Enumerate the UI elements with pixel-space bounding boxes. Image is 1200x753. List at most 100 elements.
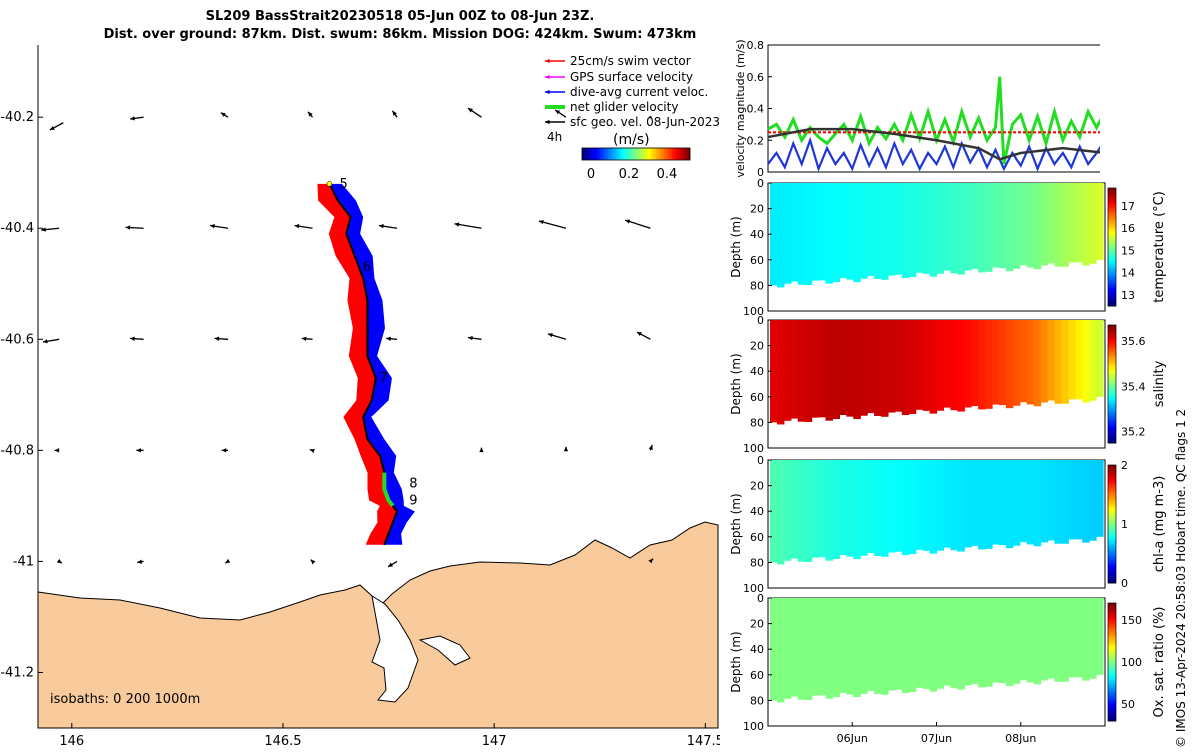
section-colorbar-frame [1107,187,1117,307]
section-data-cell [783,320,792,421]
figure-title-line1: SL209 BassStrait20230518 05-Jun 00Z to 0… [205,9,595,24]
section-colorbar-cell [1108,384,1116,388]
map-colorbar-tick-label: 0.2 [619,167,640,182]
map-colorbar-cell [584,148,587,160]
current-vector-head [386,336,391,341]
section-colorbar-cell [1108,532,1116,537]
section-colorbar-frame [1107,602,1117,722]
map-colorbar-cell [666,148,669,160]
section-colorbar-tick-label: 35.4 [1121,380,1146,393]
map-colorbar-tick-label: 0.4 [657,167,678,182]
section-data-cell [832,183,840,283]
section-data-cell [894,460,903,552]
section-data-cell [797,598,806,700]
net-velocity-segment [382,472,395,508]
section-data-cell [971,598,979,685]
section-colorbar-cell [1108,220,1116,224]
section-colorbar-cell [1108,629,1116,633]
section-colorbar-cell [1108,354,1116,358]
section-data-cell [867,598,875,692]
section-colorbar-cell [1108,193,1116,198]
section-colorbar-cell [1108,538,1116,543]
section-data-cell [1012,183,1021,269]
section-colorbar-cell [1108,667,1116,672]
section-y-tick-label: 80 [750,279,764,292]
section-colorbar-cell [1108,386,1116,391]
section-data-cell [964,183,972,271]
velocity-series-line [767,136,1100,173]
section-colorbar-cell [1108,688,1116,692]
section-y-tick-label: 40 [750,643,764,656]
section-data-cell [797,460,806,562]
current-vector-head [42,339,48,344]
section-colorbar-cell [1108,614,1116,619]
section-data-cell [957,598,965,690]
velocity-series-line [767,76,1100,165]
section-y-tick-label: 20 [750,340,764,353]
section-colorbar-cell [1108,644,1116,648]
section-data-cell [957,320,965,412]
section-data-cell [1040,183,1049,266]
section-data-cell [950,183,958,274]
section-colorbar-cell [1108,647,1116,651]
section-data-cell [1068,183,1076,263]
map-colorbar-cell [634,148,637,160]
section-colorbar-cell [1108,413,1116,417]
section-data-cell [1026,320,1035,405]
section-data-cell [901,460,910,556]
section-colorbar-cell [1108,605,1116,610]
map-colorbar-cell [654,148,657,160]
section-data-cell [832,598,840,698]
section-colorbar-cell [1108,252,1116,257]
section-data-cell [1075,183,1083,263]
section-colorbar-cell [1108,676,1116,681]
section-colorbar-cell [1108,568,1116,572]
section-x-tick-label: 07Jun [921,732,952,745]
current-vector-head [136,448,141,453]
map-y-tick-label: -40.2 [0,110,34,125]
section-colorbar-cell [1108,196,1116,201]
section-colorbar-cell [1108,479,1116,484]
glider-track [328,183,399,546]
section-colorbar-cell [1108,395,1116,400]
section-colorbar-cell [1108,491,1116,495]
section-colorbar-cell [1108,199,1116,204]
map-colorbar-cell [680,148,683,160]
section-data-cell [839,598,847,694]
section-y-tick-label: 40 [750,365,764,378]
section-colorbar-cell [1108,529,1116,534]
section-data-cell [874,460,882,556]
map-colorbar-cell [590,148,593,160]
section-y-axis-label: Depth (m) [729,493,743,554]
section-data-cell [818,598,827,696]
section-colorbar-tick-label: 15 [1121,244,1135,257]
section-data-cell [776,598,785,703]
section-colorbar-cell [1108,434,1116,438]
section-colorbar-cell [1108,223,1116,227]
section-colorbar-cell [1108,205,1116,210]
section-data-cell [1068,598,1076,678]
section-data-cell [881,320,889,417]
section-colorbar-cell [1108,544,1116,549]
map-colorbar-cell [632,148,635,160]
current-vector-head [454,222,460,227]
section-colorbar-cell [1108,565,1116,569]
section-colorbar-cell [1108,641,1116,645]
section-data-cell [776,183,785,288]
section-data-cell [943,183,951,271]
section-data-cell [1061,460,1069,544]
section-colorbar-cell [1108,535,1116,540]
map-colorbar-cell [636,148,639,160]
section-colorbar-cell [1108,375,1116,379]
section-data-cell [908,183,917,277]
section-data-cell [964,598,972,686]
current-vector-head [220,112,226,117]
section-data-cell [776,320,785,425]
section-data-cell [1012,598,1021,684]
isobaths-label: isobaths: 0 200 1000m [50,692,200,707]
section-colorbar-cell [1108,620,1116,625]
section-colorbar-tick-label: 100 [1121,656,1142,669]
section-data-cell [770,460,778,563]
section-data-cell [846,320,854,417]
section-colorbar-cell [1108,303,1116,307]
